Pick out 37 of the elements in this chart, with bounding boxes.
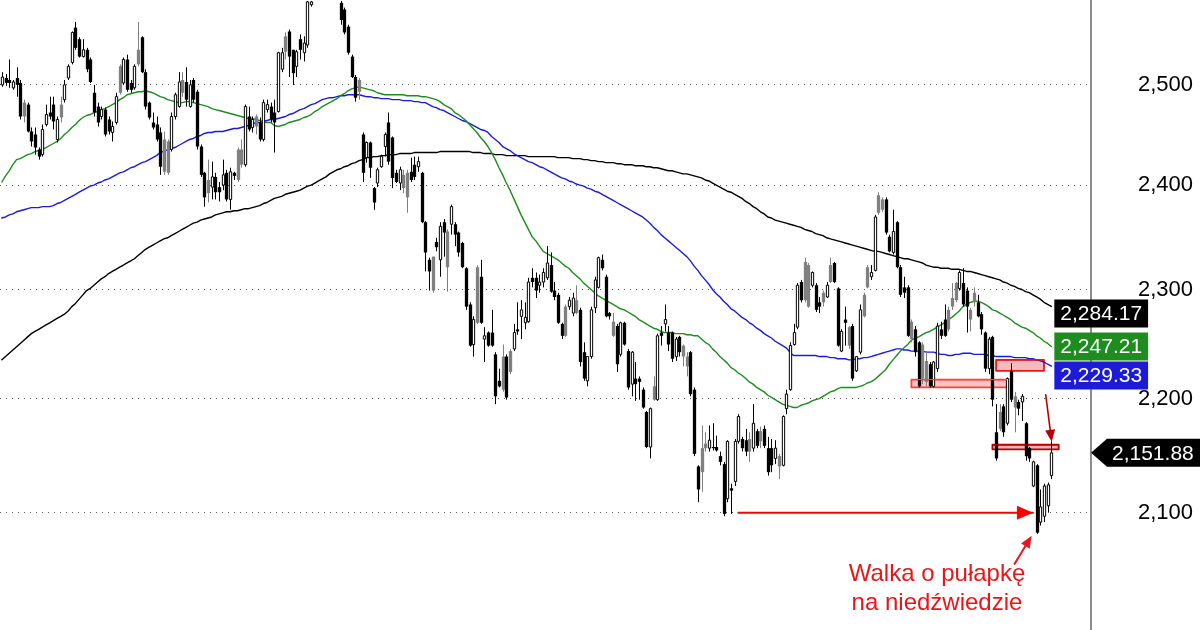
- y-tick-label: 2,100: [1138, 498, 1194, 524]
- candlestick: [372, 186, 377, 211]
- candlestick: [828, 257, 833, 284]
- candlestick: [22, 99, 27, 123]
- text: 2,151.88: [1112, 440, 1194, 464]
- annotation: Walka o pułapkę na niedźwiedzie: [848, 558, 1026, 615]
- candlestick: [769, 438, 774, 473]
- candlestick: [954, 281, 959, 303]
- data-label: 2,247.21: [1060, 334, 1143, 358]
- candlestick: [758, 426, 763, 449]
- candlestick: [847, 325, 852, 350]
- candlestick: [965, 286, 970, 334]
- y-tick-label: 2,300: [1138, 275, 1194, 301]
- candlestick: [696, 464, 701, 503]
- candlestick: [508, 348, 513, 375]
- candlestick: [357, 77, 362, 101]
- candlestick: [762, 424, 767, 449]
- candlestick: [747, 431, 752, 463]
- data-label: 2,284.17: [1060, 301, 1143, 325]
- candlestick: [184, 66, 189, 108]
- candlestick: [832, 261, 837, 284]
- data-label: 2,229.33: [1060, 363, 1143, 387]
- candlestick: [180, 71, 185, 98]
- candlestick: [33, 126, 38, 156]
- y-tick-label: 2,500: [1138, 70, 1194, 96]
- candlestick: [961, 267, 966, 308]
- candlestick: [950, 282, 955, 311]
- candlestick: [968, 307, 973, 332]
- candlestick: [298, 33, 303, 60]
- y-tick-label: 2,200: [1138, 384, 1194, 410]
- candlestick: [998, 403, 1003, 432]
- candlestick: [442, 218, 447, 258]
- candlestick: [681, 344, 686, 367]
- y-tick-label: 2,400: [1138, 171, 1194, 197]
- candlestick: [641, 386, 646, 410]
- candlestick: [283, 31, 288, 60]
- candlestick: [652, 375, 657, 402]
